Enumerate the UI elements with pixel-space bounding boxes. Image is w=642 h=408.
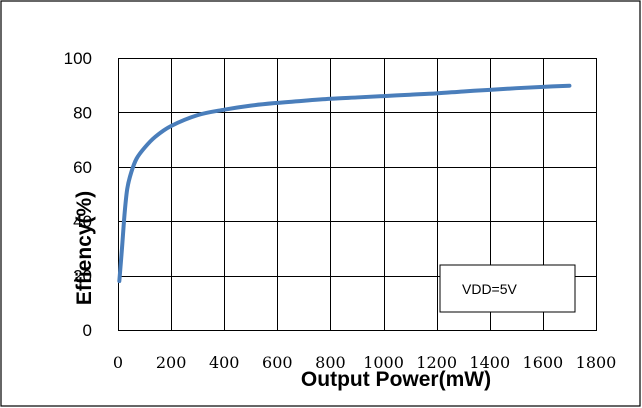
annotation-box <box>439 264 576 313</box>
series-layer <box>117 83 572 284</box>
x-tick-label: 1600 <box>523 353 564 372</box>
grid <box>118 58 597 331</box>
x-tick-label: 1800 <box>576 353 617 372</box>
y-tick-label: 0 <box>83 321 92 340</box>
x-tick-label: 800 <box>315 353 346 372</box>
x-tick-label: 600 <box>262 353 293 372</box>
y-axis-title: Effiency(%) <box>73 191 96 305</box>
y-tick-label: 20 <box>73 267 92 286</box>
x-tick-label: 200 <box>156 353 187 372</box>
x-tick-label: 400 <box>209 353 240 372</box>
efficiency-series-line <box>117 83 572 284</box>
annotation-label: VDD=5V <box>462 281 518 297</box>
x-tick-label: 1200 <box>416 353 457 372</box>
tick-labels: 0 200 400 600 800 1000 1200 1400 1600 1800 0 20 40 60… <box>64 49 617 372</box>
y-tick-label: 80 <box>73 103 92 122</box>
x-tick-label: 1000 <box>363 353 404 372</box>
y-tick-label: 100 <box>64 49 92 68</box>
x-tick-label: 1400 <box>469 353 510 372</box>
y-tick-label: 40 <box>73 212 92 231</box>
x-tick-label: 0 <box>113 353 123 372</box>
plot-area-border <box>118 58 597 331</box>
x-axis-title: Output Power(mW) <box>301 368 491 391</box>
y-tick-label: 60 <box>73 158 92 177</box>
